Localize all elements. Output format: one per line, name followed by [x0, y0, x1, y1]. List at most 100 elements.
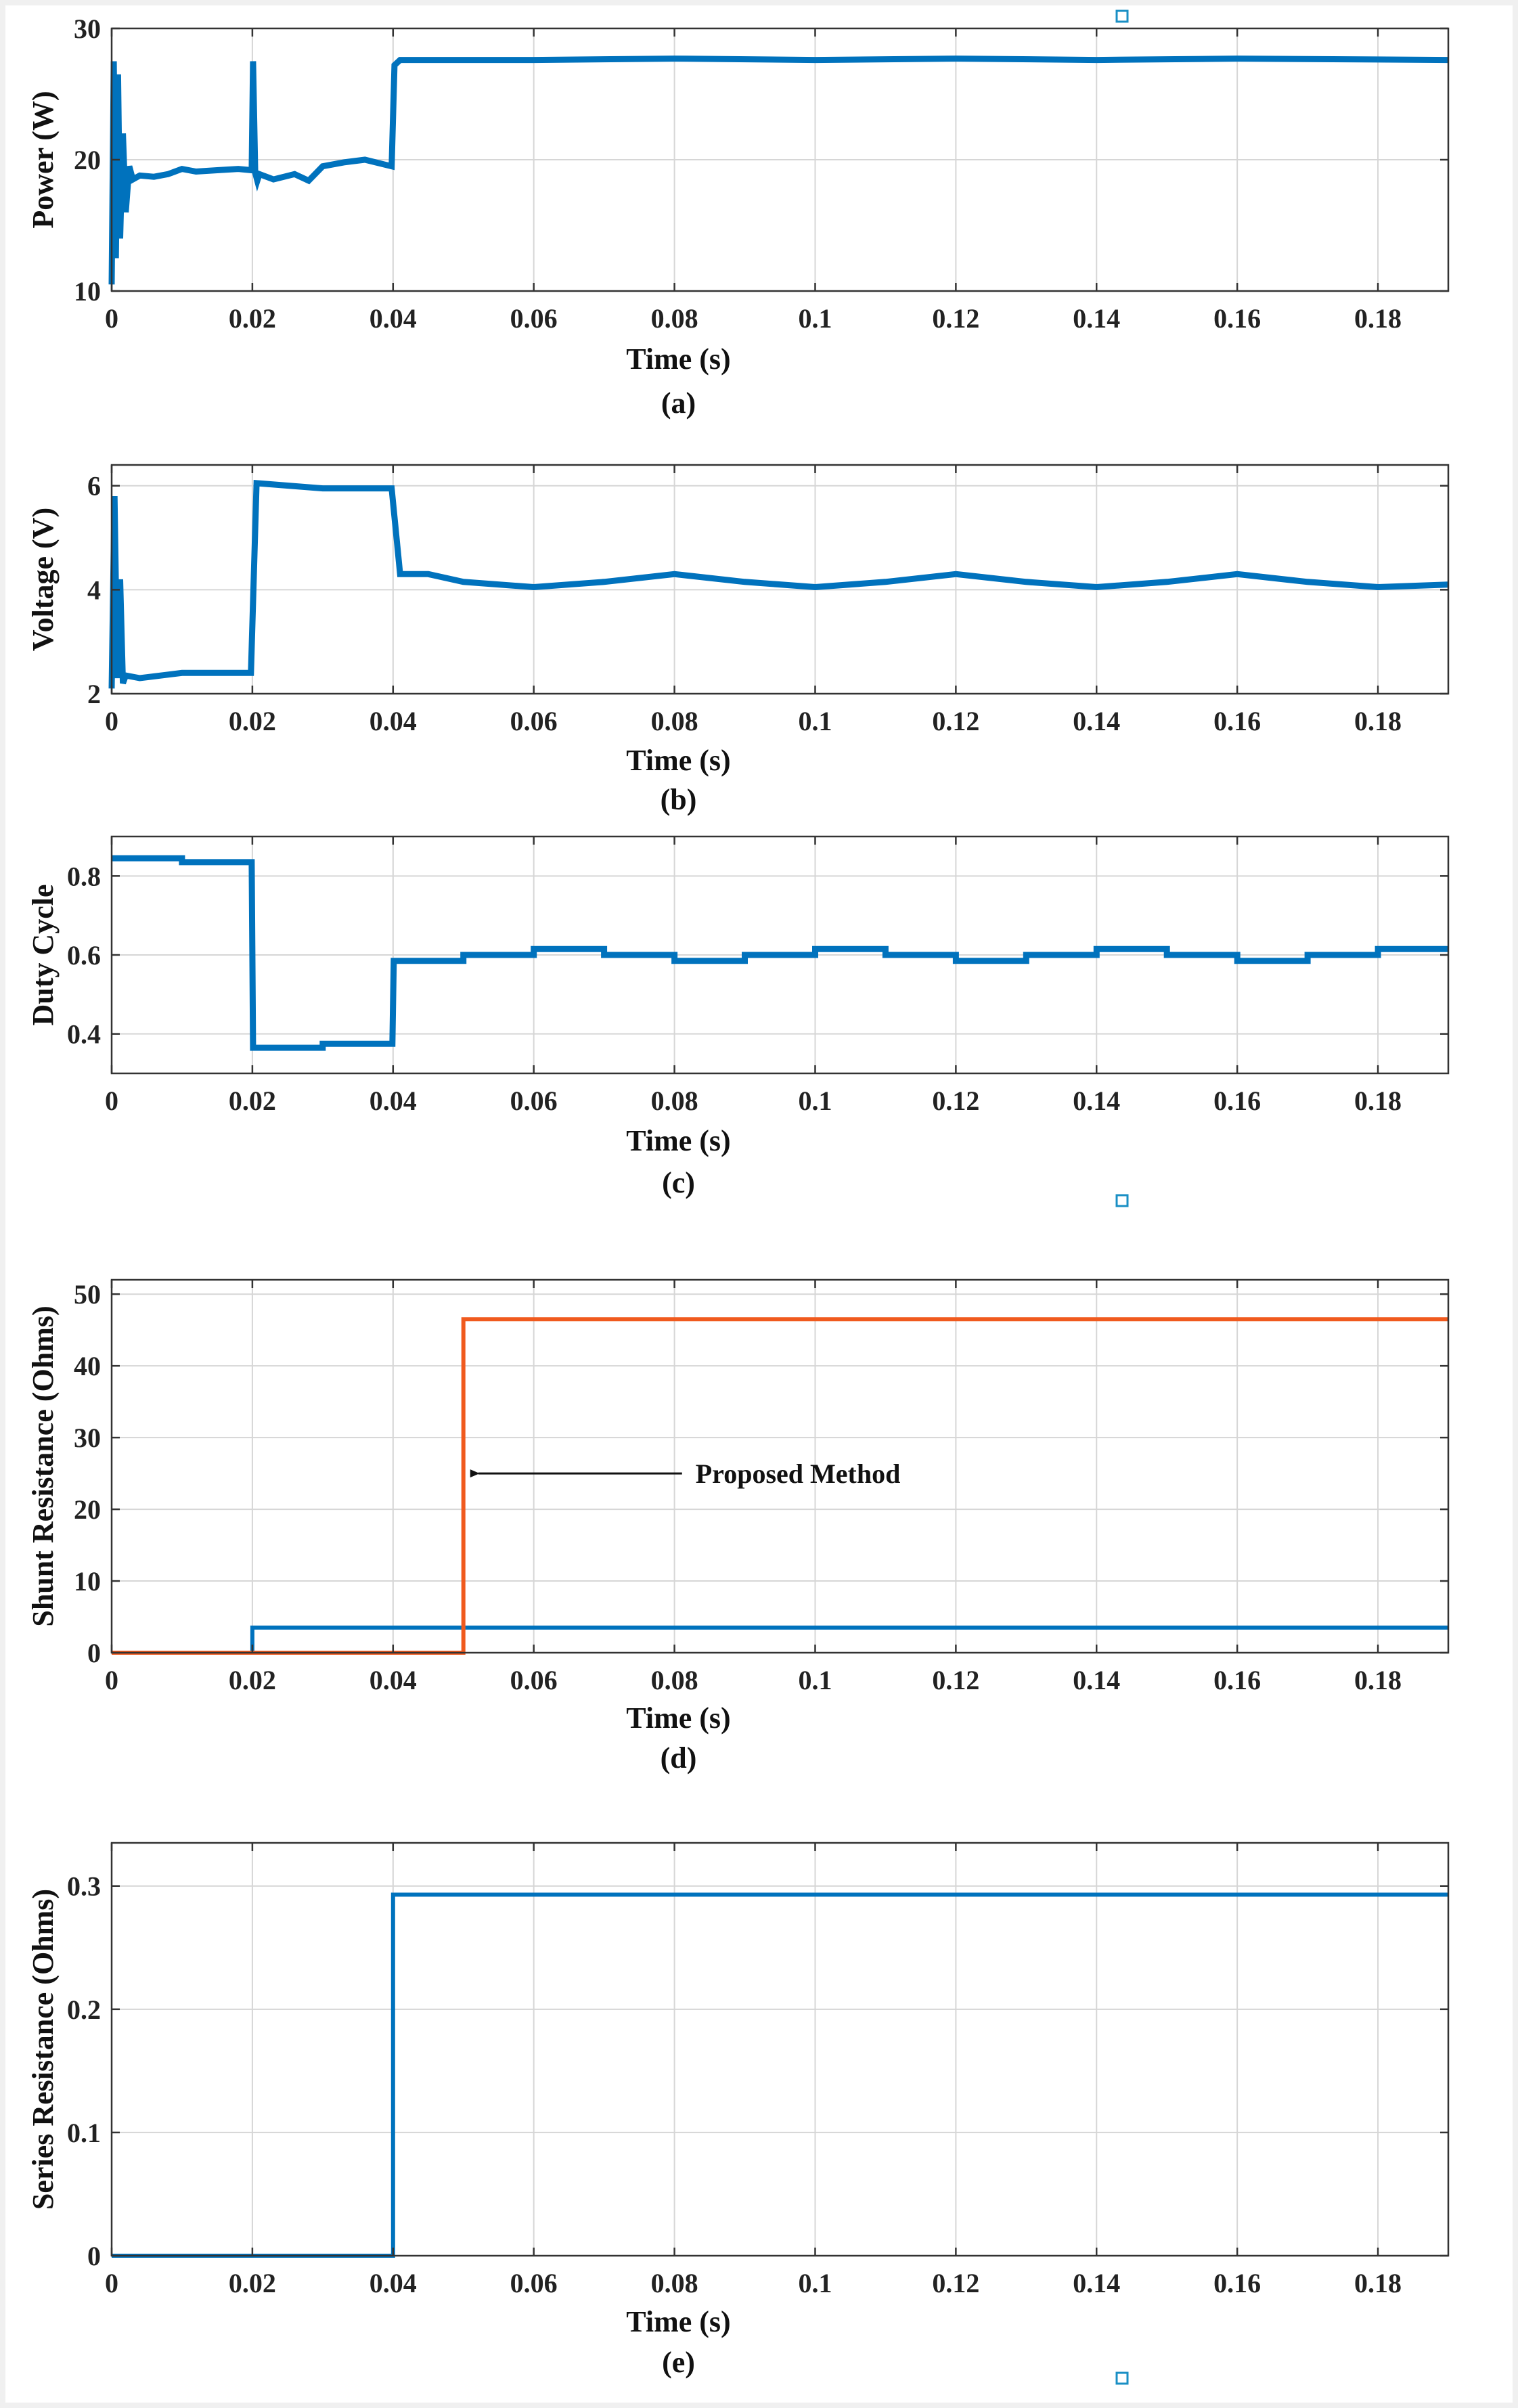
- x-tick-label: 0.18: [1354, 303, 1402, 334]
- x-tick-label: 0.12: [932, 706, 979, 736]
- x-tick-label: 0.1: [798, 1086, 832, 1116]
- x-tick-label: 0.12: [932, 1086, 979, 1116]
- y-tick-label: 6: [87, 471, 101, 501]
- y-tick-label: 50: [74, 1279, 101, 1310]
- x-tick-label: 0.04: [370, 2268, 417, 2298]
- x-tick-label: 0.08: [651, 303, 698, 334]
- x-tick-label: 0.1: [798, 1665, 832, 1695]
- x-tick-label: 0.02: [229, 1086, 276, 1116]
- x-tick-label: 0.12: [932, 303, 979, 334]
- subplot-caption: (c): [662, 1166, 695, 1199]
- x-tick-label: 0.04: [370, 1665, 417, 1695]
- x-tick-label: 0.06: [510, 706, 558, 736]
- x-tick-label: 0.16: [1213, 1665, 1261, 1695]
- voltage-plot-area: [112, 465, 1448, 694]
- x-tick-label: 0.02: [229, 706, 276, 736]
- x-axis-label: Time (s): [626, 2305, 730, 2338]
- shunt-resistance-plot-area: [112, 1280, 1448, 1653]
- figure-handle-marker[interactable]: [1115, 1194, 1129, 1207]
- y-tick-label: 0: [87, 1638, 101, 1668]
- y-tick-label: 20: [74, 145, 101, 175]
- x-tick-label: 0.1: [798, 706, 832, 736]
- x-tick-label: 0.02: [229, 303, 276, 334]
- x-tick-label: 0.06: [510, 2268, 558, 2298]
- y-tick-label: 2: [87, 679, 101, 709]
- y-axis-label: Series Resistance (Ohms): [26, 1889, 60, 2210]
- x-tick-label: 0.12: [932, 2268, 979, 2298]
- series-line-duty-cycle: [112, 855, 1448, 1051]
- x-tick-label: 0: [105, 2268, 118, 2298]
- y-axis-label: Voltage (V): [26, 508, 60, 651]
- x-tick-label: 0.1: [798, 303, 832, 334]
- figure-handle-marker[interactable]: [1115, 9, 1129, 23]
- x-axis-label: Time (s): [626, 1701, 730, 1735]
- y-axis-label: Power (W): [26, 91, 60, 228]
- series-line-power: [108, 55, 1449, 285]
- subplot-caption: (a): [661, 386, 696, 420]
- x-tick-label: 0.06: [510, 303, 558, 334]
- x-tick-label: 0.06: [510, 1665, 558, 1695]
- x-tick-label: 0: [105, 1665, 118, 1695]
- x-tick-label: 0.14: [1073, 1086, 1120, 1116]
- y-axis-label: Duty Cycle: [26, 885, 60, 1026]
- x-tick-label: 0.04: [370, 303, 417, 334]
- x-tick-label: 0.04: [370, 706, 417, 736]
- y-axis-label: Shunt Resistance (Ohms): [26, 1306, 60, 1626]
- x-tick-label: 0.18: [1354, 2268, 1402, 2298]
- y-tick-label: 0.6: [67, 940, 101, 971]
- subplot-caption: (d): [661, 1741, 697, 1775]
- x-tick-label: 0.08: [651, 706, 698, 736]
- x-tick-label: 0.02: [229, 2268, 276, 2298]
- chart-power: 0 0.02 0.04 0.06 0.08 0.1 0.12 0.14 0.16 0.18 10 20…: [26, 14, 1450, 420]
- chart-voltage: 0 0.02 0.04 0.06 0.08 0.1 0.12 0.14 0.16 0.18 2 4 6 T…: [26, 464, 1450, 816]
- x-tick-label: 0.12: [932, 1665, 979, 1695]
- series-resistance-plot-area: [112, 1843, 1448, 2256]
- y-tick-label: 40: [74, 1351, 101, 1381]
- x-tick-label: 0.18: [1354, 1665, 1402, 1695]
- annotation-label: Proposed Method: [696, 1458, 901, 1489]
- x-tick-label: 0.14: [1073, 1665, 1120, 1695]
- series-line-voltage: [108, 480, 1449, 689]
- x-tick-label: 0.18: [1354, 706, 1402, 736]
- y-tick-label: 0.4: [67, 1019, 101, 1050]
- y-tick-label: 20: [74, 1494, 101, 1525]
- x-tick-label: 0.08: [651, 1665, 698, 1695]
- chart-shunt-resistance: 0 0.02 0.04 0.06 0.08 0.1 0.12 0.14 0.16 0.18 0 10 2…: [26, 1278, 1450, 1775]
- x-axis-label: Time (s): [626, 1124, 730, 1157]
- x-tick-label: 0.1: [798, 2268, 832, 2298]
- x-tick-label: 0.16: [1213, 1086, 1261, 1116]
- x-tick-label: 0: [105, 706, 118, 736]
- x-axis-label: Time (s): [626, 744, 730, 777]
- y-tick-label: 0.8: [67, 861, 101, 891]
- x-tick-label: 0: [105, 303, 118, 334]
- x-tick-label: 0.18: [1354, 1086, 1402, 1116]
- x-tick-label: 0.16: [1213, 706, 1261, 736]
- x-tick-label: 0.16: [1213, 303, 1261, 334]
- x-tick-label: 0.08: [651, 1086, 698, 1116]
- y-tick-label: 30: [74, 1423, 101, 1453]
- y-tick-label: 0.1: [67, 2118, 101, 2148]
- chart-series-resistance: 0 0.02 0.04 0.06 0.08 0.1 0.12 0.14 0.16 0.18 0 0.1…: [26, 1842, 1450, 2379]
- y-tick-label: 30: [74, 14, 101, 44]
- y-tick-label: 10: [74, 276, 101, 307]
- x-tick-label: 0.14: [1073, 303, 1120, 334]
- y-tick-label: 0.3: [67, 1871, 101, 1902]
- y-tick-label: 0.2: [67, 1994, 101, 2025]
- x-tick-label: 0.04: [370, 1086, 417, 1116]
- x-axis-label: Time (s): [626, 342, 730, 376]
- shunt-resistance-axes-box: [110, 1278, 1450, 1654]
- y-tick-label: 10: [74, 1566, 101, 1597]
- subplot-caption: (b): [661, 783, 697, 816]
- chart-duty-cycle: 0 0.02 0.04 0.06 0.08 0.1 0.12 0.14 0.16 0.18 0.4 0…: [26, 835, 1450, 1199]
- x-tick-label: 0.02: [229, 1665, 276, 1695]
- x-tick-label: 0.14: [1073, 2268, 1120, 2298]
- x-tick-label: 0.16: [1213, 2268, 1261, 2298]
- y-tick-label: 4: [87, 575, 101, 605]
- x-tick-label: 0.14: [1073, 706, 1120, 736]
- figure-handle-marker[interactable]: [1115, 2371, 1129, 2385]
- y-tick-label: 0: [87, 2241, 101, 2271]
- voltage-axes-box: [110, 464, 1450, 695]
- series-resistance-axes-box: [110, 1842, 1450, 2257]
- x-tick-label: 0.06: [510, 1086, 558, 1116]
